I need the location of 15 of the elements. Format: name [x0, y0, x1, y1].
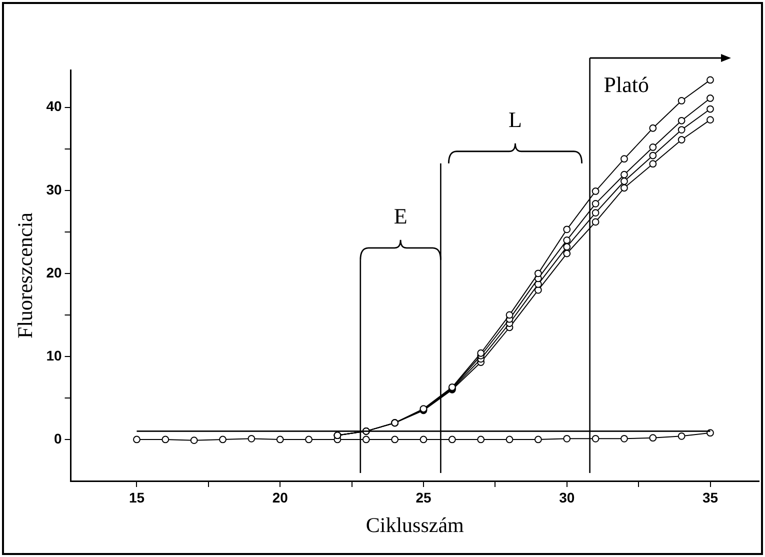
x-tick-label: 25	[416, 489, 432, 506]
annotation: E	[394, 204, 408, 229]
annotation: L	[508, 107, 522, 132]
y-tick-label: 40	[46, 98, 62, 114]
x-tick-label: 30	[559, 489, 575, 506]
x-tick-label: 15	[128, 489, 145, 506]
x-tick-label: 35	[702, 489, 718, 506]
y-tick-label: 10	[46, 347, 62, 364]
y-axis-title: Fluoreszcencia	[13, 212, 38, 338]
x-tick-label: 20	[272, 489, 288, 506]
x-axis-title: Ciklusszám	[366, 512, 464, 537]
annotation: Plató	[604, 72, 650, 98]
y-tick-label: 0	[54, 430, 62, 446]
y-tick-label: 30	[46, 181, 62, 198]
y-tick-label: 20	[46, 264, 62, 280]
